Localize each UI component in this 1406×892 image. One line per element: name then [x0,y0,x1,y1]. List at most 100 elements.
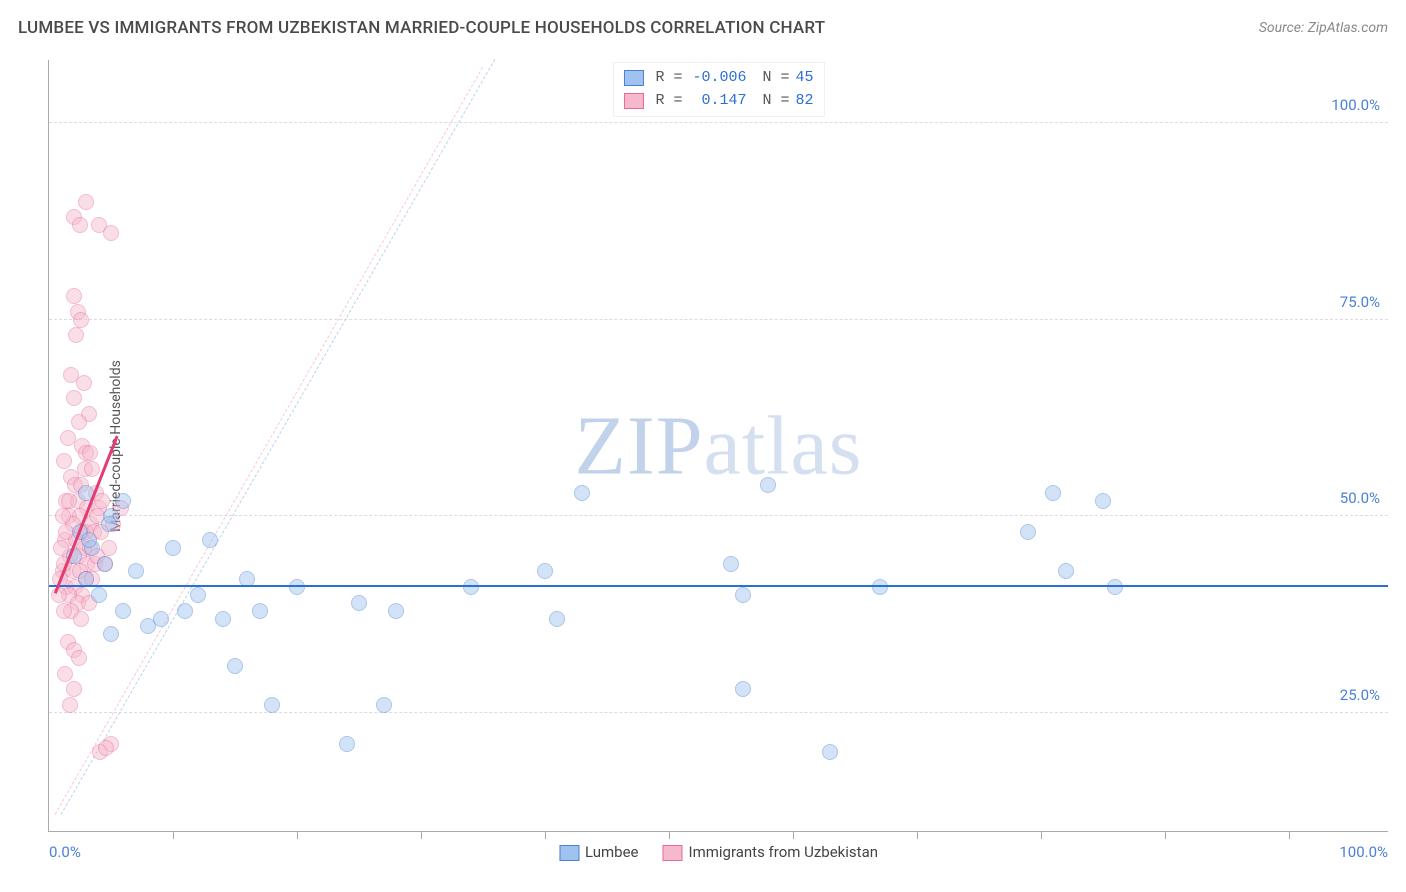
data-point [128,563,144,579]
data-point [339,736,355,752]
data-point [760,477,776,493]
data-point [549,611,565,627]
legend-row-series-2: R = 0.147 N = 82 [623,90,813,113]
data-point [1045,485,1061,501]
data-point [56,453,72,469]
data-point [735,681,751,697]
n-label: N = [762,90,789,113]
r-value-1: -0.006 [688,67,746,90]
x-tick [421,831,422,839]
data-point [735,587,751,603]
data-point [63,367,79,383]
data-point [463,579,479,595]
x-tick [793,831,794,839]
data-point [62,697,78,713]
data-point [115,493,131,509]
legend-item-1: Lumbee [559,843,639,861]
data-point [68,327,84,343]
data-point [78,194,94,210]
data-point [56,603,72,619]
chart-header: LUMBEE VS IMMIGRANTS FROM UZBEKISTAN MAR… [18,18,1388,38]
data-point [55,508,71,524]
data-point [376,697,392,713]
data-point [60,430,76,446]
data-point [872,579,888,595]
data-point [227,658,243,674]
legend-label-2: Immigrants from Uzbekistan [688,843,878,861]
y-tick-label: 25.0% [1340,686,1380,704]
data-point [103,626,119,642]
data-point [66,390,82,406]
swatch-series-2 [623,93,643,109]
data-point [202,532,218,548]
data-point [1107,579,1123,595]
data-point [215,611,231,627]
chart-title: LUMBEE VS IMMIGRANTS FROM UZBEKISTAN MAR… [18,18,825,38]
chart-source: Source: ZipAtlas.com [1259,20,1388,36]
x-tick [545,831,546,839]
correlation-legend: R = -0.006 N = 45 R = 0.147 N = 82 [612,62,824,117]
r-label: R = [655,67,682,90]
r-value-2: 0.147 [688,90,746,113]
n-value-2: 82 [796,90,814,113]
x-tick [1289,831,1290,839]
data-point [61,493,77,509]
grid-line [49,319,1388,320]
swatch-series-1 [623,70,643,86]
legend-label-1: Lumbee [585,843,639,861]
data-point [73,611,89,627]
plot-area: ZIPatlas R = -0.006 N = 45 R = 0.147 N =… [48,60,1388,832]
data-point [71,650,87,666]
data-point [723,556,739,572]
data-point [66,288,82,304]
data-point [165,540,181,556]
data-point [94,493,110,509]
data-point [84,461,100,477]
data-point [66,681,82,697]
data-point [101,540,117,556]
data-point [153,611,169,627]
data-point [252,603,268,619]
x-tick [173,831,174,839]
data-point [537,563,553,579]
data-point [574,485,590,501]
legend-item-2: Immigrants from Uzbekistan [662,843,878,861]
swatch-uzbekistan [662,845,682,861]
x-axis-max-label: 100.0% [1339,843,1388,861]
data-point [289,579,305,595]
swatch-lumbee [559,845,579,861]
plot-container: Married-couple Households ZIPatlas R = -… [48,60,1388,832]
legend-row-series-1: R = -0.006 N = 45 [623,67,813,90]
watermark-zip: ZIP [575,399,704,492]
y-tick-label: 100.0% [1331,96,1380,114]
y-tick-label: 50.0% [1340,489,1380,507]
data-point [388,603,404,619]
data-point [351,595,367,611]
y-tick-label: 75.0% [1340,293,1380,311]
data-point [822,744,838,760]
x-tick [1165,831,1166,839]
data-point [103,225,119,241]
data-point [73,312,89,328]
data-point [72,217,88,233]
watermark-atlas: atlas [704,399,863,492]
data-point [177,603,193,619]
trend-line [49,585,1388,588]
data-point [91,587,107,603]
watermark: ZIPatlas [575,397,863,494]
x-tick [297,831,298,839]
r-label: R = [655,90,682,113]
x-axis-min-label: 0.0% [49,843,81,861]
data-point [98,740,114,756]
data-point [97,556,113,572]
data-point [264,697,280,713]
data-point [1095,493,1111,509]
x-tick [669,831,670,839]
data-point [1020,524,1036,540]
data-point [82,445,98,461]
x-tick [917,831,918,839]
data-point [101,516,117,532]
data-point [1058,563,1074,579]
series-legend: Lumbee Immigrants from Uzbekistan [559,843,878,861]
x-tick [1041,831,1042,839]
